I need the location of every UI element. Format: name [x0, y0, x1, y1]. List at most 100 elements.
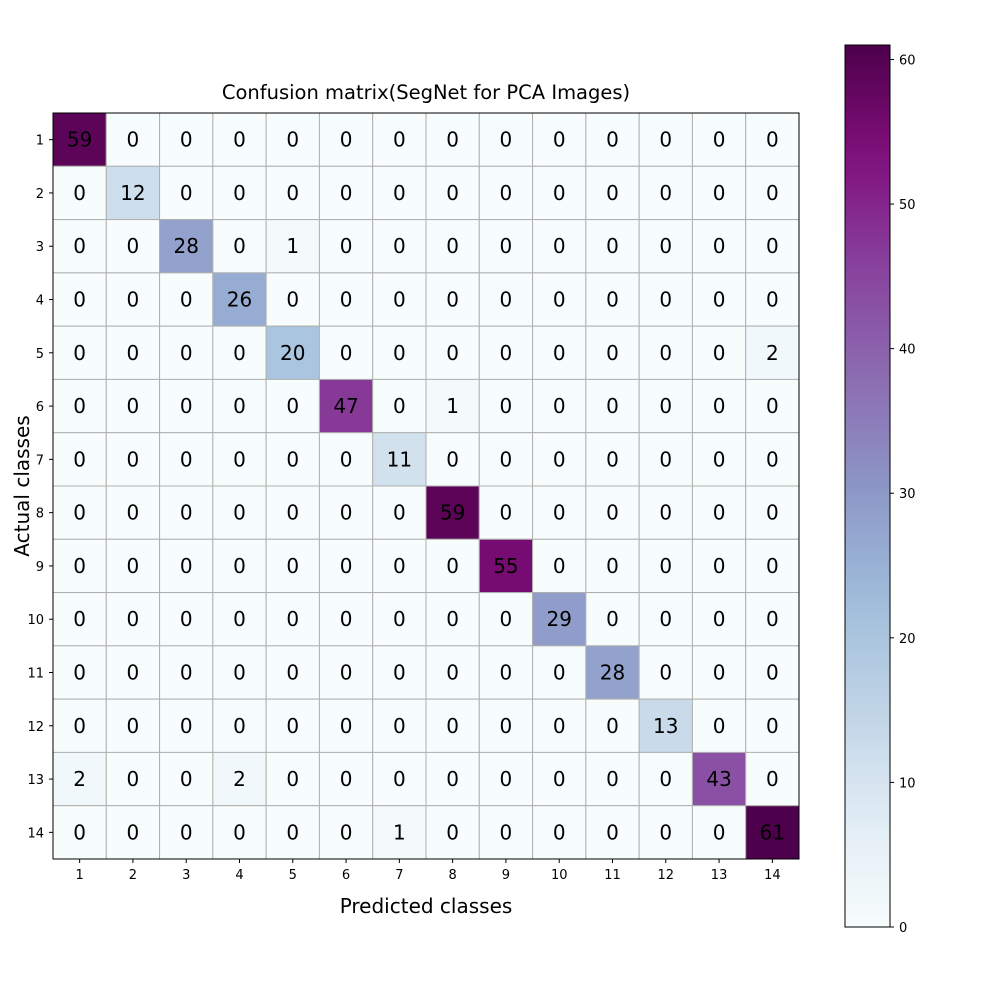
colorbar-tick-label: 30	[899, 487, 916, 502]
y-tick-label: 8	[36, 507, 44, 522]
cell-value-label: 0	[713, 128, 726, 152]
cell-value-label: 0	[713, 714, 726, 738]
cell-value-label: 0	[393, 714, 406, 738]
cell-value-label: 0	[180, 501, 193, 525]
heatmap-cell	[532, 112, 587, 167]
heatmap-cell	[372, 272, 427, 327]
cell-value-label: 0	[393, 501, 406, 525]
cell-value-label: 0	[127, 820, 140, 844]
heatmap-cell	[745, 538, 800, 594]
cell-value-label: 26	[227, 288, 252, 312]
cell-value-label: 0	[286, 128, 299, 152]
cell-value-label: 0	[340, 501, 353, 525]
cell-value-label: 0	[500, 820, 513, 844]
heatmap-cell	[638, 378, 693, 434]
heatmap-cell	[478, 165, 534, 221]
cell-value-label: 0	[233, 607, 246, 631]
heatmap-cell	[638, 592, 693, 647]
cell-value-label: 0	[286, 661, 299, 685]
cell-value-label: 0	[340, 181, 353, 205]
heatmap-cell	[265, 805, 320, 860]
cell-value-label: 0	[446, 554, 459, 578]
heatmap-cell	[585, 165, 640, 221]
cell-value-label: 0	[659, 820, 672, 844]
cell-value-label: 0	[553, 394, 566, 418]
cell-value-label: 0	[606, 447, 619, 471]
cell-value-label: 0	[713, 394, 726, 418]
heatmap-cell	[372, 751, 427, 807]
heatmap-cells	[52, 112, 800, 860]
colorbar-tick-label: 10	[899, 776, 916, 791]
cell-value-label: 0	[446, 767, 459, 791]
heatmap-cell	[265, 751, 320, 807]
heatmap-axes: 1 2 3 4 5 6 7 8 9 10 11 12 13 141234567891011121314Pr…	[10, 112, 800, 918]
heatmap-cell	[691, 272, 747, 327]
cell-value-label: 0	[606, 128, 619, 152]
heatmap-cell	[585, 219, 640, 274]
cell-value-label: 0	[233, 181, 246, 205]
cell-value-label: 0	[340, 607, 353, 631]
heatmap-cell	[105, 645, 161, 700]
heatmap-cell	[159, 645, 214, 700]
heatmap-cell	[212, 272, 267, 327]
y-tick-label: 14	[27, 826, 44, 841]
heatmap-cell	[425, 219, 480, 274]
y-tick-label: 9	[36, 560, 44, 575]
cell-value-label: 0	[286, 501, 299, 525]
heatmap-cell	[478, 485, 534, 540]
heatmap-cell	[745, 325, 800, 380]
cell-value-label: 0	[606, 181, 619, 205]
heatmap-cell	[52, 698, 107, 753]
colorbar-tick-label: 60	[899, 53, 916, 68]
cell-value-label: 0	[553, 288, 566, 312]
cell-value-label: 1	[446, 394, 459, 418]
heatmap-cell	[372, 698, 427, 753]
cell-value-label: 0	[340, 714, 353, 738]
cell-value-label: 0	[659, 767, 672, 791]
x-tick-label: 14	[764, 868, 781, 883]
cell-value-label: 0	[659, 288, 672, 312]
heatmap-cell	[638, 698, 693, 753]
cell-value-label: 0	[180, 607, 193, 631]
cell-value-label: 0	[659, 128, 672, 152]
cell-value-label: 0	[233, 714, 246, 738]
heatmap-cell	[265, 645, 320, 700]
heatmap-cell	[318, 645, 374, 700]
heatmap-cell	[585, 538, 640, 594]
heatmap-cell	[212, 165, 267, 221]
cell-value-label: 0	[340, 447, 353, 471]
heatmap-cell	[478, 805, 534, 860]
cell-value-label: 0	[73, 554, 86, 578]
heatmap-cell	[212, 485, 267, 540]
x-tick-label: 5	[289, 868, 297, 883]
cell-value-label: 0	[500, 447, 513, 471]
heatmap-cell	[52, 805, 107, 860]
cell-value-label: 0	[286, 447, 299, 471]
heatmap-cell-labels: 59 0 0 0 0 0 0 0 0 0 0 0 0 00 12 0 0 0 0 0 0 0 0 0 0 0 00 0 28 0 1 0 0 0 0…	[67, 128, 785, 845]
cell-value-label: 0	[180, 447, 193, 471]
heatmap-cell	[425, 592, 480, 647]
x-tick-label: 12	[658, 868, 675, 883]
cell-value-label: 0	[553, 820, 566, 844]
cell-value-label: 0	[286, 181, 299, 205]
heatmap-cell	[425, 272, 480, 327]
cell-value-label: 0	[500, 181, 513, 205]
cell-value-label: 0	[766, 714, 779, 738]
heatmap-cell	[159, 165, 214, 221]
cell-value-label: 0	[606, 767, 619, 791]
heatmap-cell	[745, 751, 800, 807]
colorbar-tick-label: 0	[899, 921, 907, 936]
cell-value-label: 0	[766, 128, 779, 152]
cell-value-label: 0	[233, 128, 246, 152]
cell-value-label: 0	[340, 661, 353, 685]
cell-value-label: 0	[180, 554, 193, 578]
cell-value-label: 11	[387, 447, 412, 471]
heatmap-cell	[745, 378, 800, 434]
cell-value-label: 0	[766, 607, 779, 631]
cell-value-label: 0	[127, 128, 140, 152]
cell-value-label: 0	[73, 288, 86, 312]
heatmap-cell	[372, 432, 427, 487]
cell-value-label: 0	[446, 714, 459, 738]
cell-value-label: 0	[446, 234, 459, 258]
cell-value-label: 0	[766, 554, 779, 578]
